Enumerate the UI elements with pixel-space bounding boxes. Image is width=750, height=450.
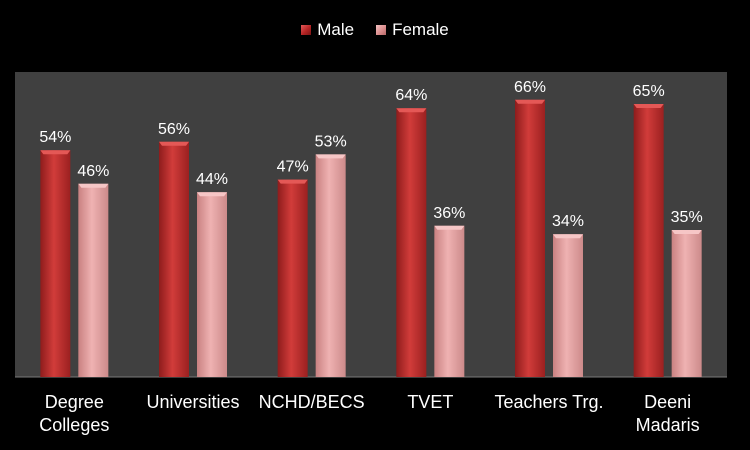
data-label-male: 64%	[395, 87, 427, 104]
legend-item-female: Female	[376, 20, 449, 40]
x-tick-label: Universities	[146, 392, 239, 412]
bar-male	[40, 150, 71, 377]
data-label-male: 47%	[277, 159, 309, 176]
bar-female	[553, 234, 583, 377]
legend: Male Female	[0, 20, 750, 40]
legend-label-female: Female	[392, 20, 449, 39]
data-label-female: 36%	[433, 205, 465, 222]
data-label-male: 66%	[514, 79, 546, 96]
bar-cap-male	[515, 99, 545, 104]
x-tick-label: Deeni Madaris	[636, 392, 700, 435]
x-tick-label: TVET	[407, 392, 453, 412]
data-label-female: 46%	[77, 163, 109, 180]
bar-cap-female	[671, 230, 702, 234]
data-label-male: 54%	[39, 129, 71, 146]
bar-cap-female	[197, 192, 227, 197]
legend-swatch-male	[301, 25, 312, 35]
legend-label-male: Male	[317, 20, 355, 39]
bar-cap-male	[277, 179, 308, 184]
bar-male	[515, 99, 545, 378]
bar-male	[396, 108, 427, 377]
bar-cap-female	[315, 154, 346, 159]
bar-cap-female	[434, 225, 465, 230]
bar-cap-male	[633, 104, 664, 108]
data-label-female: 34%	[552, 213, 584, 230]
x-tick-label: Degree Colleges	[39, 392, 109, 435]
bar-cap-female	[553, 234, 583, 239]
bar-cap-male	[159, 141, 189, 146]
legend-swatch-female	[376, 25, 387, 35]
legend-item-male: Male	[301, 20, 354, 40]
bar-female	[434, 225, 465, 377]
data-label-female: 53%	[315, 133, 347, 150]
data-label-male: 56%	[158, 121, 190, 138]
bar-female	[671, 230, 702, 377]
bar-male	[277, 179, 308, 377]
bar-cap-female	[78, 183, 109, 188]
bar-female	[78, 183, 109, 377]
data-label-female: 35%	[671, 209, 703, 226]
data-label-male: 65%	[633, 83, 665, 100]
bar-female	[197, 192, 227, 377]
bar-cap-male	[40, 150, 71, 155]
x-tick-label: Teachers Trg.	[494, 392, 603, 412]
data-label-female: 44%	[196, 171, 228, 188]
bar-male	[159, 141, 189, 377]
bar-male	[633, 104, 664, 377]
plot-area	[15, 72, 727, 377]
x-tick-label: NCHD/BECS	[259, 392, 365, 412]
bar-female	[315, 154, 346, 377]
bar-cap-male	[396, 108, 427, 113]
